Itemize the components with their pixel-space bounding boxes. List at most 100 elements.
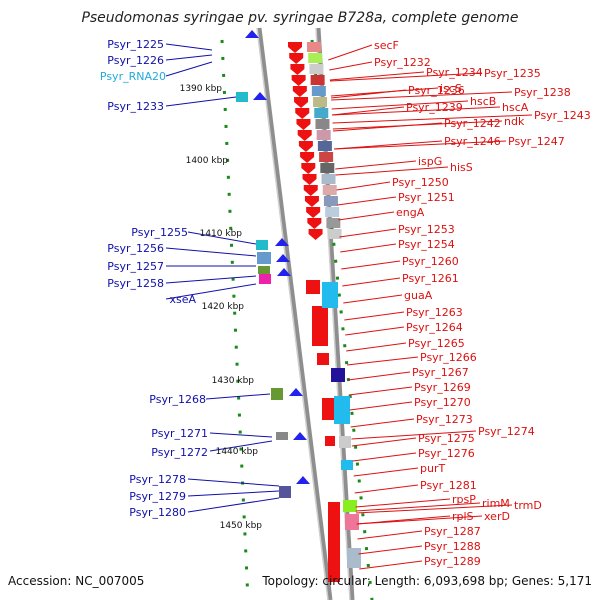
leader-line — [335, 160, 417, 170]
leader-line — [187, 231, 257, 245]
right-gene-label: Psyr_1281 — [420, 479, 477, 492]
right-gene-label: Psyr_1264 — [406, 321, 463, 334]
right-gene-label: Psyr_1265 — [408, 337, 465, 350]
leader-line — [331, 100, 469, 110]
gene-block — [339, 436, 351, 448]
gene-block — [257, 252, 271, 264]
gene-block — [328, 502, 340, 582]
gene-arrow — [297, 130, 312, 141]
leader-line — [350, 418, 415, 428]
gene-arrow — [288, 42, 302, 53]
right-gene-label: Psyr_1251 — [398, 191, 455, 204]
gene-arrow — [304, 196, 319, 207]
gene-arrow — [289, 53, 304, 64]
leader-line — [341, 260, 401, 270]
leader-line — [165, 61, 213, 77]
leader-line — [165, 247, 257, 257]
right-gene-label: Psyr_1238 — [514, 86, 571, 99]
gene-block — [311, 86, 326, 96]
leader-line — [331, 106, 405, 116]
right-gene-label: Psyr_1261 — [402, 272, 459, 285]
gene-block — [317, 141, 332, 151]
forward-strand-highlight — [256, 27, 329, 600]
gene-block — [306, 280, 320, 294]
leader-line — [339, 228, 397, 238]
gene-block — [279, 486, 291, 498]
gene-block — [334, 396, 350, 424]
right-gene-label: Psyr_1232 — [374, 56, 431, 69]
gene-block — [326, 218, 341, 228]
right-gene-label: hisS — [450, 161, 473, 174]
gene-arrow — [308, 229, 323, 240]
gene-block — [317, 353, 329, 365]
leader-line — [359, 560, 423, 570]
left-gene-labels: Psyr_1225 Psyr_1226 Psyr_RNA20 Psyr_1233 Psy… — [100, 38, 208, 519]
leader-line — [355, 502, 481, 512]
kbp-label: 1420 kbp — [202, 302, 245, 312]
leader-line — [165, 54, 213, 61]
gene-block — [323, 196, 338, 206]
leader-line — [328, 44, 373, 61]
feature-marks — [236, 30, 361, 582]
gene-block — [236, 92, 248, 102]
right-gene-label: Psyr_1250 — [392, 176, 449, 189]
gene-arrow-up — [275, 238, 289, 246]
gene-arrow — [300, 152, 315, 163]
right-gene-label: ndk — [504, 115, 525, 128]
leader-line — [187, 497, 280, 513]
gene-block — [316, 130, 331, 140]
leader-line — [331, 106, 501, 116]
right-gene-label: Psyr_1254 — [398, 238, 455, 251]
right-gene-label: Psyr_1263 — [406, 306, 463, 319]
right-gene-label: hscA — [502, 101, 529, 114]
gene-block — [307, 42, 321, 52]
right-gene-label: Psyr_1239 — [406, 101, 463, 114]
leader-line — [165, 96, 237, 107]
left-gene-label: Psyr_1268 — [149, 393, 206, 406]
gene-block — [322, 282, 338, 308]
leader-line — [335, 166, 449, 176]
left-gene-label: Psyr_RNA20 — [100, 70, 166, 83]
leader-line — [329, 72, 483, 82]
right-gene-label: Psyr_1236 — [408, 84, 465, 97]
right-gene-label: Psyr_1276 — [418, 447, 475, 460]
left-gene-label: Psyr_1280 — [129, 506, 186, 519]
gene-block — [322, 185, 337, 195]
right-gene-label: hscB — [470, 95, 496, 108]
leader-line — [329, 71, 425, 81]
gene-arrow-up — [289, 388, 303, 396]
gene-block — [345, 514, 359, 530]
leader-line — [338, 211, 395, 221]
kbp-label: 1450 kbp — [220, 521, 263, 531]
gene-block — [343, 500, 357, 512]
leader-line — [337, 196, 397, 206]
gene-block — [313, 97, 328, 107]
right-gene-label: Psyr_1243 — [534, 109, 591, 122]
gene-block — [320, 163, 335, 173]
gene-block — [309, 64, 324, 74]
right-gene-label: xerD — [484, 510, 510, 523]
leader-line — [358, 545, 423, 555]
gene-block — [315, 119, 330, 129]
leader-line — [165, 283, 257, 300]
leader-line — [342, 277, 401, 287]
topology-text: Topology: circular; Length: 6,093,698 bp… — [262, 574, 592, 588]
right-gene-label: rimM — [482, 497, 510, 510]
right-gene-label: Psyr_1242 — [444, 117, 501, 130]
gene-block — [321, 174, 336, 184]
gene-block — [308, 53, 323, 63]
leader-line — [187, 478, 280, 487]
right-gene-label: purT — [420, 462, 445, 475]
forward-strand-backbone — [256, 27, 333, 600]
leader-line — [351, 437, 417, 447]
right-gene-label: engA — [396, 206, 425, 219]
gene-arrow — [291, 75, 306, 86]
leader-line — [354, 484, 419, 494]
right-gene-label: guaA — [404, 289, 433, 302]
gene-block — [314, 108, 329, 118]
leader-line — [332, 114, 533, 124]
right-gene-label: secF — [374, 39, 399, 52]
kbp-label: 1430 kbp — [212, 376, 255, 386]
gene-arrow — [290, 64, 305, 75]
